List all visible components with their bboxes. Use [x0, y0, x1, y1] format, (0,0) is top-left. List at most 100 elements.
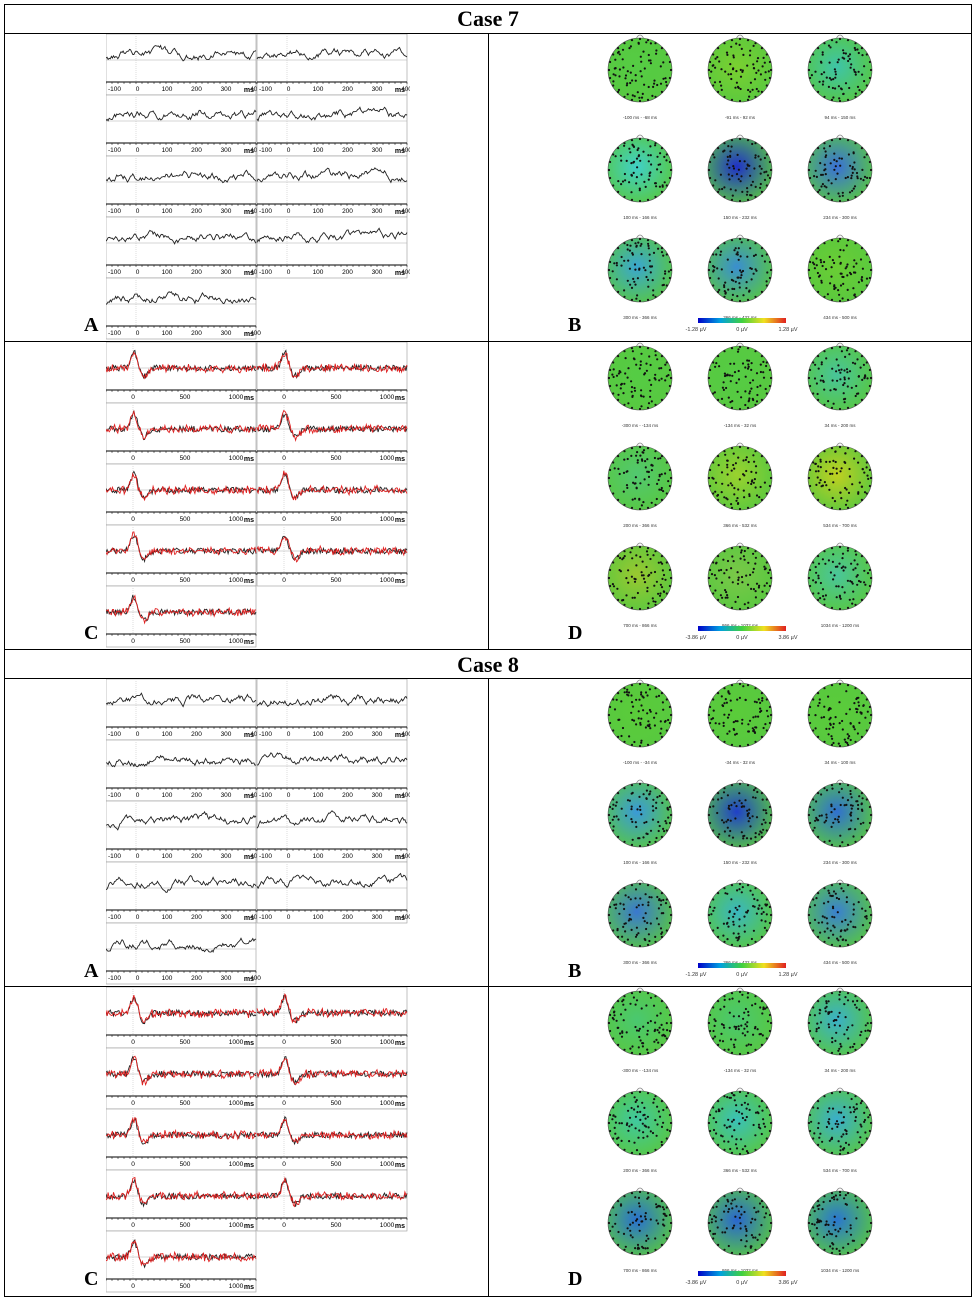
electrode — [848, 86, 851, 90]
electrode — [644, 1218, 647, 1221]
electrode — [631, 718, 634, 721]
electrode — [752, 1123, 755, 1127]
electrode — [829, 1232, 832, 1235]
electrode — [712, 64, 715, 67]
electrode — [739, 68, 742, 71]
electrode — [654, 195, 657, 198]
electrode — [638, 407, 642, 411]
electrode — [649, 271, 652, 274]
electrode — [712, 492, 715, 495]
electrode — [715, 1110, 718, 1113]
electrode — [855, 800, 858, 803]
electrode — [655, 1134, 658, 1137]
electrode — [640, 389, 643, 392]
electrode — [841, 841, 844, 844]
electrode — [723, 1148, 726, 1151]
electrode — [717, 190, 720, 193]
electrode — [768, 721, 771, 725]
tick-label: 100 — [313, 731, 324, 738]
electrode — [665, 1137, 668, 1140]
electrode — [851, 1024, 854, 1027]
electrode — [846, 547, 850, 550]
electrode — [856, 999, 859, 1002]
electrode — [812, 729, 815, 732]
electrode — [755, 87, 758, 91]
electrode — [843, 804, 846, 807]
case-title: Case 7 — [457, 6, 519, 31]
electrode — [844, 996, 847, 999]
electrode — [712, 253, 715, 256]
electrode — [723, 284, 726, 287]
electrode — [710, 718, 713, 721]
electrode — [636, 1218, 639, 1221]
electrode — [623, 940, 626, 943]
electrode — [712, 361, 715, 364]
electrode — [851, 1000, 855, 1003]
electrode — [813, 263, 816, 266]
electrode — [746, 943, 750, 946]
electrode — [864, 583, 867, 586]
electrode — [860, 1043, 863, 1046]
electrode — [857, 803, 860, 807]
electrode — [654, 740, 657, 743]
electrode — [738, 1000, 741, 1003]
electrode — [653, 82, 656, 85]
electrode — [865, 1106, 868, 1109]
electrode — [726, 938, 729, 941]
electrode — [857, 807, 860, 810]
tick-label: 1000 — [229, 1161, 244, 1168]
electrode — [838, 1249, 841, 1252]
electrode — [814, 470, 818, 473]
electrode — [854, 940, 857, 943]
electrode — [762, 371, 765, 374]
electrode — [617, 247, 620, 250]
electrode — [747, 460, 750, 464]
electrode — [729, 188, 732, 191]
electrode — [665, 1006, 668, 1009]
electrode — [844, 740, 847, 744]
electrode — [759, 707, 762, 710]
electrode — [868, 484, 871, 488]
electrode — [738, 282, 741, 285]
time-window-label: 366 ms - 432 ms — [723, 960, 757, 965]
electrode — [831, 915, 834, 918]
electrode — [661, 1223, 665, 1226]
electrode — [743, 834, 746, 837]
electrode — [745, 167, 748, 170]
electrode — [647, 602, 650, 605]
electrode — [646, 992, 650, 995]
electrode — [634, 1100, 637, 1103]
electrode — [630, 884, 634, 887]
color-scale: -3.86 µV 0 µV 3.86 µV — [686, 626, 798, 641]
electrode — [612, 184, 615, 187]
electrode — [824, 155, 827, 159]
electrode — [721, 1231, 724, 1234]
electrode — [658, 794, 661, 798]
electrode — [812, 1006, 815, 1009]
electrode — [867, 1116, 870, 1119]
electrode — [726, 594, 729, 597]
electrode — [649, 1130, 652, 1133]
electrode — [851, 167, 854, 170]
electrode — [638, 1090, 642, 1094]
electrode — [736, 497, 739, 500]
electrode — [844, 52, 847, 55]
electrode — [627, 1211, 630, 1214]
electrode — [753, 700, 756, 703]
electrode — [817, 1122, 820, 1125]
electrode — [846, 298, 850, 301]
electrode — [613, 1126, 616, 1129]
tick-label: 200 — [191, 792, 202, 799]
electrode — [638, 267, 641, 270]
electrode — [769, 268, 773, 272]
electrode — [755, 372, 759, 375]
electrode — [713, 156, 716, 159]
panel-label: C — [84, 1268, 99, 1290]
electrode — [744, 390, 747, 393]
electrode — [727, 145, 730, 148]
electrode — [760, 792, 763, 795]
tick-label: 100 — [313, 269, 324, 276]
electrode — [630, 390, 633, 393]
electrode — [652, 251, 656, 254]
electrode — [749, 837, 753, 840]
